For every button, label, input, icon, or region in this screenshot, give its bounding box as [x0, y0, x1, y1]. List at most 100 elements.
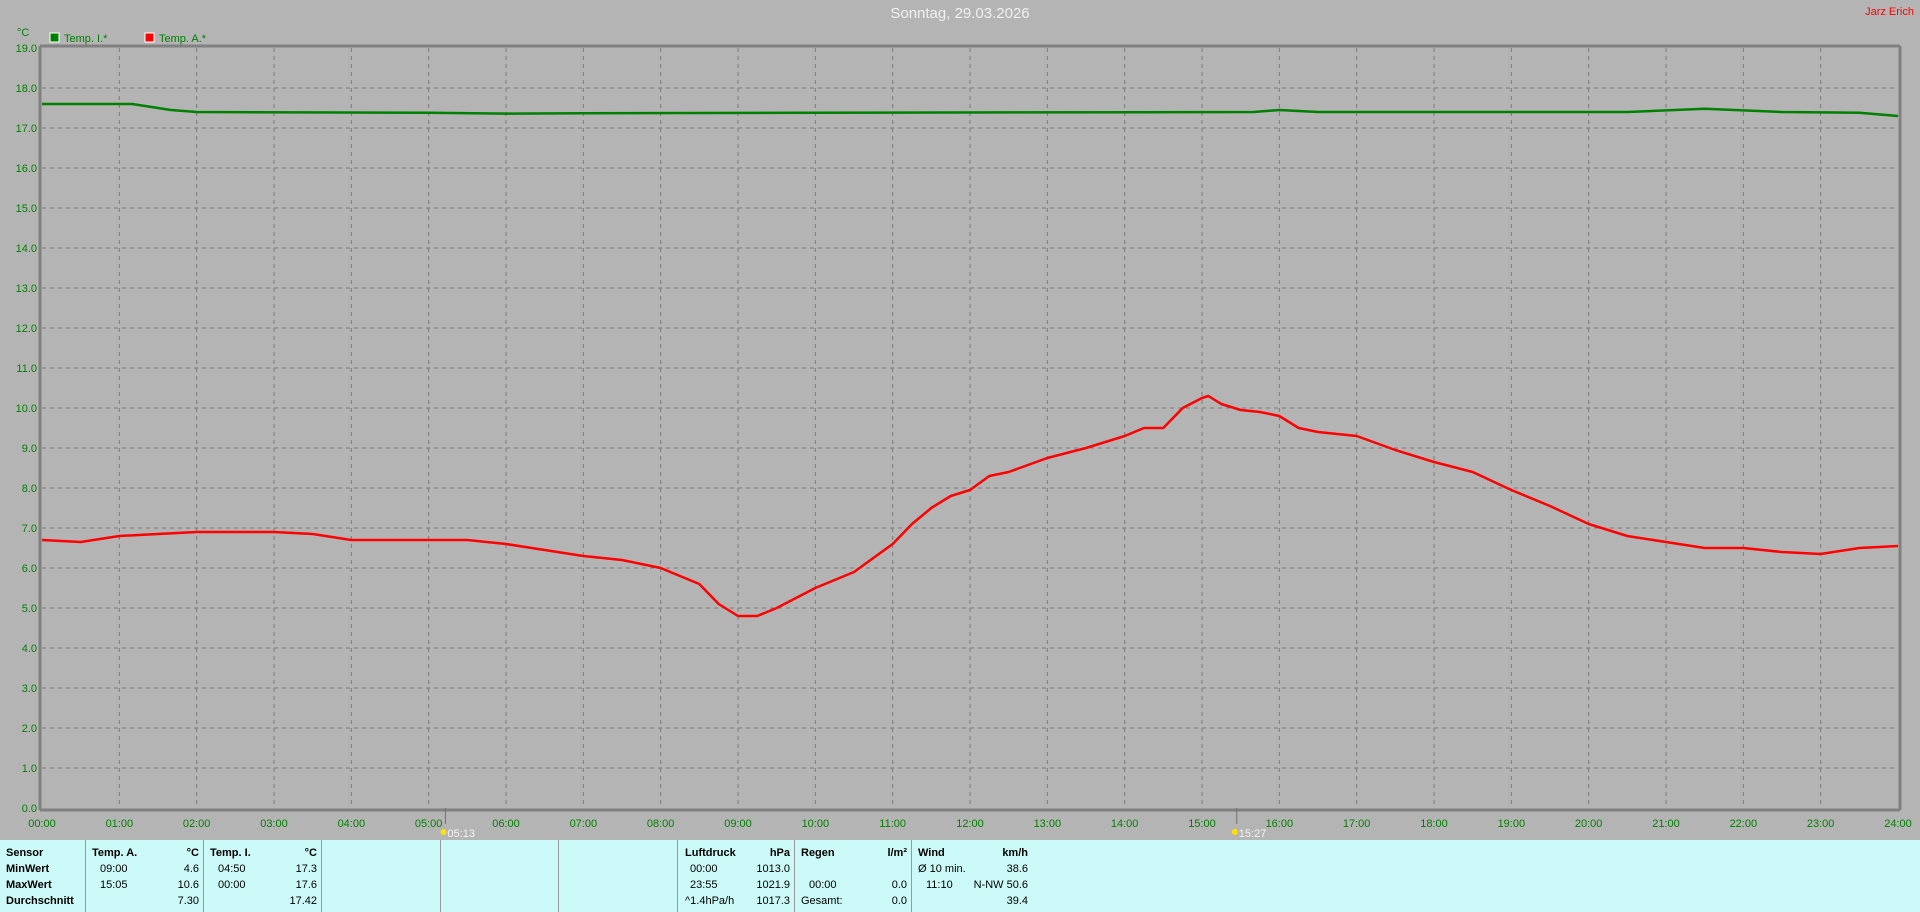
temp-a-max: 10.6	[177, 879, 199, 891]
rain-header: Regen	[801, 847, 835, 859]
temp-i-max-time: 00:00	[218, 879, 246, 891]
temp-a-max-time: 15:05	[100, 879, 128, 891]
series-line-temp-a	[41, 394, 1899, 618]
x-tick-label: 04:00	[338, 818, 366, 830]
x-tick-label: 14:00	[1111, 818, 1139, 830]
max-label: MaxWert	[6, 879, 52, 891]
temp-i-unit: °C	[304, 847, 317, 859]
rain-unit: l/m²	[887, 847, 907, 859]
x-tick-label: 22:00	[1730, 818, 1758, 830]
wind-avg10: 38.6	[1006, 863, 1028, 875]
y-tick-label: 8.0	[22, 483, 37, 495]
wind-unit: km/h	[1002, 847, 1028, 859]
pressure-max-time: 23:55	[690, 879, 718, 891]
sensor-column: Sensor MinWert MaxWert Durchschnitt	[0, 840, 86, 912]
legend-label: Temp. I.*	[64, 33, 108, 45]
temp-i-min: 17.3	[295, 863, 317, 875]
wind-avg-label: Ø 10 min.	[918, 863, 966, 875]
sunrise-icon	[440, 829, 447, 835]
y-tick-label: 0.0	[22, 803, 37, 815]
pressure-unit: hPa	[769, 847, 790, 859]
x-tick-label: 23:00	[1807, 818, 1835, 830]
temp-i-header: Temp. I.	[210, 847, 251, 859]
sensor-header: Sensor	[6, 847, 44, 859]
x-tick-label: 12:00	[956, 818, 984, 830]
y-tick-label: 6.0	[22, 563, 37, 575]
y-tick-label: 5.0	[22, 603, 37, 615]
y-tick-label: 4.0	[22, 643, 37, 655]
y-tick-label: 19.0	[16, 43, 37, 55]
y-tick-label: 2.0	[22, 723, 37, 735]
temp-i-column: Temp. I. °C 04:50 17.3 00:00 17.6 17.42	[204, 840, 322, 912]
temp-a-avg: 7.30	[177, 895, 199, 907]
pressure-avg: 1017.3	[756, 895, 790, 907]
y-tick-label: 7.0	[22, 523, 37, 535]
y-tick-label: 14.0	[16, 243, 37, 255]
y-tick-label: 10.0	[16, 403, 37, 415]
y-tick-label: 13.0	[16, 283, 37, 295]
x-tick-label: 06:00	[492, 818, 520, 830]
pressure-min-time: 00:00	[690, 863, 718, 875]
x-tick-label: 24:00	[1884, 818, 1912, 830]
temp-a-header: Temp. A.	[92, 847, 138, 859]
empty-column	[441, 840, 559, 912]
wind-max-time: 11:10	[926, 879, 953, 891]
rain-total-label: Gesamt:	[801, 895, 843, 907]
sunrise-marker-time: 05:13	[447, 828, 475, 840]
legend-swatch	[49, 32, 60, 43]
wind-max: N-NW 50.6	[973, 879, 1028, 891]
x-tick-label: 15:00	[1188, 818, 1216, 830]
temperature-chart: 0.0 1.0 2.0 3.0 4.0 5.0 6.0 7.0 8.0 9.0 10.0 11.0 12…	[16, 27, 1912, 840]
pressure-trend: ^1.4hPa/h	[685, 895, 735, 907]
min-label: MinWert	[6, 863, 50, 875]
pressure-min: 1013.0	[756, 863, 790, 875]
temp-i-min-time: 04:50	[218, 863, 246, 875]
y-tick-label: 15.0	[16, 203, 37, 215]
empty-column	[322, 840, 441, 912]
x-tick-label: 19:00	[1498, 818, 1526, 830]
y-axis-unit: °C	[17, 27, 29, 39]
temp-a-min-time: 09:00	[100, 863, 128, 875]
y-tick-label: 16.0	[16, 163, 37, 175]
series-line-temp-i	[42, 102, 1899, 118]
wind-header: Wind	[918, 847, 945, 859]
x-tick-label: 01:00	[106, 818, 134, 830]
x-tick-label: 02:00	[183, 818, 211, 830]
sunset-marker-time: 15:27	[1239, 828, 1267, 840]
author-label: Jarz Erich	[1865, 6, 1914, 18]
pressure-max: 1021.9	[756, 879, 790, 891]
statistics-table: Sensor MinWert MaxWert Durchschnitt Temp…	[0, 840, 1920, 912]
chart-title: Sonntag, 29.03.2026	[890, 5, 1030, 22]
rain-max: 0.0	[891, 879, 907, 891]
x-tick-label: 13:00	[1034, 818, 1062, 830]
y-tick-label: 1.0	[22, 763, 37, 775]
x-tick-label: 07:00	[570, 818, 598, 830]
x-tick-label: 05:00	[415, 818, 443, 830]
x-tick-label: 21:00	[1652, 818, 1680, 830]
x-tick-label: 08:00	[647, 818, 675, 830]
y-tick-label: 17.0	[16, 123, 37, 135]
x-tick-label: 10:00	[802, 818, 830, 830]
legend-swatch	[144, 32, 155, 43]
y-tick-label: 3.0	[22, 683, 37, 695]
y-tick-label: 11.0	[16, 363, 37, 375]
temp-a-column: Temp. A. °C 09:00 4.6 15:05 10.6 7.30	[86, 840, 204, 912]
temp-a-unit: °C	[186, 847, 199, 859]
x-tick-label: 17:00	[1343, 818, 1371, 830]
pressure-column: Luftdruck hPa 00:00 1013.0 23:55 1021.9 ^1.…	[678, 840, 795, 912]
x-tick-label: 03:00	[260, 818, 288, 830]
y-tick-label: 9.0	[22, 443, 37, 455]
wind-column: Wind km/h Ø 10 min. 38.6 11:10 N-NW 50.6 39…	[912, 840, 1030, 912]
x-tick-label: 16:00	[1266, 818, 1294, 830]
rain-max-time: 00:00	[809, 879, 837, 891]
x-tick-label: 00:00	[28, 818, 56, 830]
x-tick-label: 18:00	[1420, 818, 1448, 830]
empty-column	[559, 840, 678, 912]
temp-i-avg: 17.42	[289, 895, 317, 907]
wind-day-avg: 39.4	[1006, 895, 1028, 907]
rain-column: Regen l/m² 00:00 0.0 Gesamt: 0.0	[795, 840, 912, 912]
pressure-header: Luftdruck	[685, 847, 736, 859]
rain-total: 0.0	[891, 895, 907, 907]
y-tick-label: 12.0	[16, 323, 37, 335]
temp-i-max: 17.6	[295, 879, 317, 891]
